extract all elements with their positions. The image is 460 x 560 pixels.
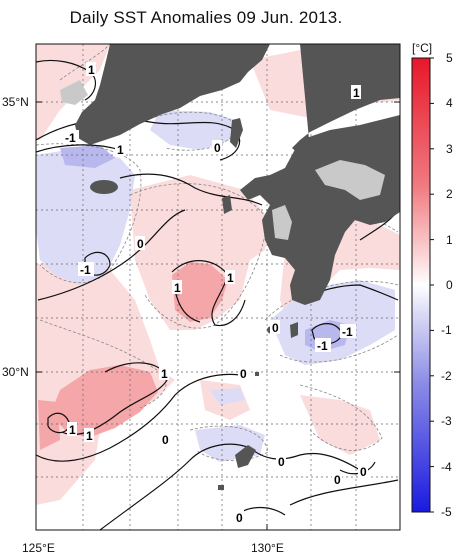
contour-label: -1: [317, 339, 328, 353]
colorbar-tick: -2: [441, 369, 452, 383]
map-title: Daily SST Anomalies 09 Jun. 2013.: [69, 8, 343, 27]
contour-label: 1: [86, 429, 93, 443]
contour-label: 1: [69, 423, 76, 437]
contour-label: 1: [353, 86, 360, 100]
contour-label: 0: [214, 141, 221, 155]
map-frame: [35, 43, 401, 531]
colorbar-tick: -4: [441, 460, 452, 474]
contour-label: -1: [80, 263, 91, 277]
contour-label: 1: [227, 271, 234, 285]
contour-labels: 1 1 -1 1 0 0 -1 1 1 0 -1 -1 1 0 1 1 0 0 …: [63, 62, 368, 525]
contour-label: 1: [161, 367, 168, 381]
lat-label-35n: 35°N: [2, 95, 29, 109]
colorbar-tick: 5: [446, 51, 453, 65]
contour-label: 0: [272, 321, 279, 335]
lon-label-130e: 130°E: [251, 541, 284, 555]
colorbar-tick: -1: [441, 323, 452, 337]
contour-label: 0: [137, 237, 144, 251]
land-masses: [75, 44, 400, 490]
map-area: 1 1 -1 1 0 0 -1 1 1 0 -1 -1 1 0 1 1 0 0 …: [36, 44, 400, 530]
colorbar-gradient: [411, 57, 431, 513]
lon-label-125e: 125°E: [22, 541, 55, 555]
axis-ticks: [35, 101, 400, 530]
land-interior: [60, 80, 385, 240]
contour-label: 1: [174, 281, 181, 295]
contour-label: -1: [342, 325, 353, 339]
contour-label: 0: [334, 473, 341, 487]
colorbar: [°C] 5 4 3 2 1 0 -1 -2 -3 -4 -5: [411, 41, 453, 519]
colorbar-tick: 4: [446, 96, 453, 110]
contour-label: -1: [65, 131, 76, 145]
contour-label: 1: [117, 143, 124, 157]
contour-label: 0: [240, 367, 247, 381]
contour-label: 0: [360, 465, 367, 479]
contour-label: 0: [278, 455, 285, 469]
colorbar-tick: 2: [446, 187, 453, 201]
contour-label: 1: [88, 63, 95, 77]
contour-label: 0: [162, 433, 169, 447]
colorbar-tick: 1: [446, 233, 453, 247]
colorbar-tick: -3: [441, 414, 452, 428]
lat-label-30n: 30°N: [2, 365, 29, 379]
colorbar-unit: [°C]: [412, 41, 432, 55]
colorbar-tick: 3: [446, 142, 453, 156]
colorbar-tick: 0: [446, 278, 453, 292]
contour-label: 0: [236, 511, 243, 525]
colorbar-tick: -5: [441, 505, 452, 519]
